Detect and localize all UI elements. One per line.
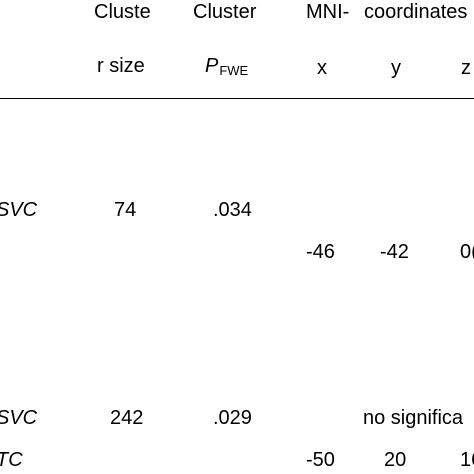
row1-y: -42 [380,241,409,263]
header-p-subscript: FWE [219,63,249,78]
header-mni-label: MNI- [306,1,350,23]
row2-cluster-size: 242 [110,407,144,429]
header-p-symbol: P [205,55,219,77]
row2-method: SVC [0,407,38,429]
row1-method: SVC [0,199,38,221]
header-x-label: x [317,57,327,79]
row3-x: -50 [306,449,335,471]
header-rule [0,98,474,99]
row3-y: 20 [384,449,407,471]
header-cluster-size-line2: r size [97,55,145,77]
header-coordinates-label: coordinates [364,1,468,23]
row3-z: 16 [460,449,474,471]
row3-method-partial: TC [0,449,23,471]
header-y-label: y [391,57,401,79]
row1-x: -46 [306,241,335,263]
row2-cluster-pfwe: .029 [213,407,252,429]
header-cluster-p-symbol: PFWE [205,54,248,80]
row1-cluster-pfwe: .034 [213,199,252,221]
row2-note: no significa [363,407,464,429]
header-z-label: z [461,57,471,79]
row1-cluster-size: 74 [114,199,137,221]
row1-z: 0( [460,241,474,263]
header-cluster-p-line1: Cluster [193,1,257,23]
header-cluster-size-line1: Cluste [94,1,151,23]
